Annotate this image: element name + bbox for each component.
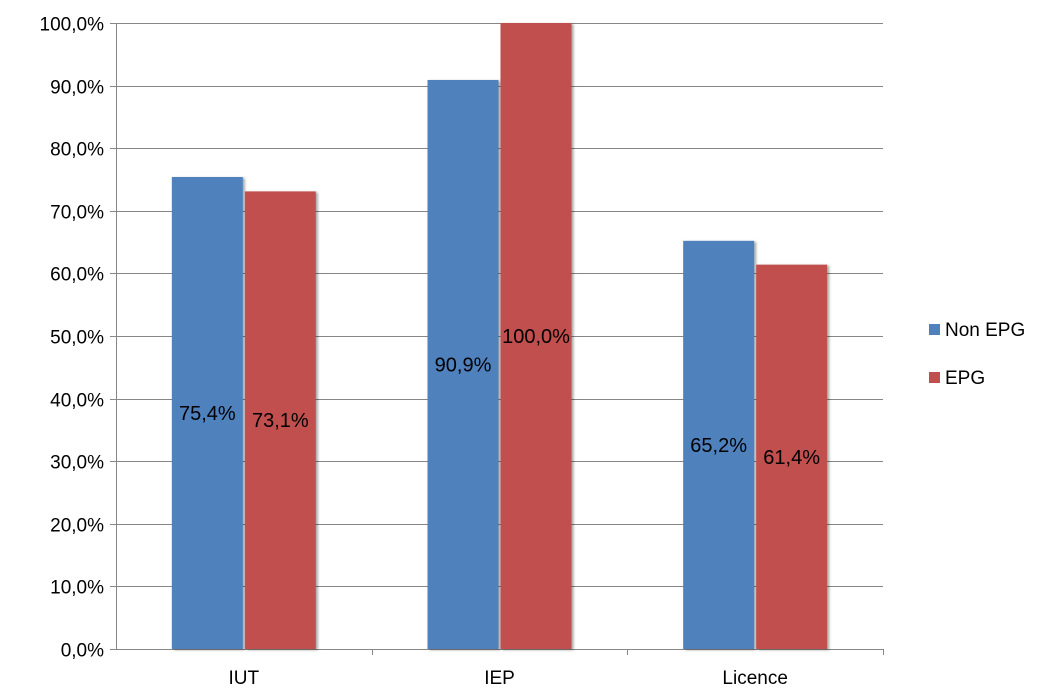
x-category-label: IUT [229, 668, 260, 689]
y-tick-label: 30,0% [50, 453, 104, 474]
bar-epg-iep [500, 23, 572, 649]
y-tick-label: 70,0% [50, 203, 104, 224]
data-label: 90,9% [435, 354, 492, 376]
bar-epg-licence [756, 264, 828, 649]
bar-epg-iut [244, 191, 316, 650]
data-label: 61,4% [763, 447, 820, 469]
x-category-label: Licence [722, 668, 788, 689]
y-tick-label: 10,0% [50, 578, 104, 599]
y-tick-label: 80,0% [50, 140, 104, 161]
x-axis-category-labels: IUT IEP Licence [229, 668, 788, 689]
y-tick-label: 90,0% [50, 78, 104, 99]
legend: Non EPG EPG [929, 320, 1025, 389]
legend-swatch [929, 372, 940, 383]
bars [171, 23, 828, 650]
y-tick-label: 0,0% [61, 641, 104, 662]
x-category-label: IEP [484, 668, 515, 689]
data-label: 73,1% [252, 410, 309, 432]
data-label: 65,2% [690, 435, 747, 457]
legend-swatch [929, 324, 940, 335]
bar-non-epg-iut [171, 176, 243, 649]
y-tick-label: 20,0% [50, 516, 104, 537]
bar-non-epg-licence [683, 240, 755, 649]
legend-label: EPG [945, 368, 985, 389]
data-labels: 75,4% 73,1% 90,9% 100,0% 65,2% 61,4% [179, 326, 820, 469]
bar-non-epg-iep [427, 79, 499, 649]
y-tick-label: 100,0% [40, 15, 105, 36]
data-label: 75,4% [179, 403, 236, 425]
y-tick-label: 60,0% [50, 265, 104, 286]
data-label: 100,0% [502, 326, 570, 348]
y-tick-label: 50,0% [50, 328, 104, 349]
y-tick-label: 40,0% [50, 391, 104, 412]
legend-label: Non EPG [945, 320, 1025, 341]
y-axis-tick-labels: 0,0% 10,0% 20,0% 30,0% 40,0% 50,0% 60,0% 70,0% 8… [40, 15, 105, 662]
